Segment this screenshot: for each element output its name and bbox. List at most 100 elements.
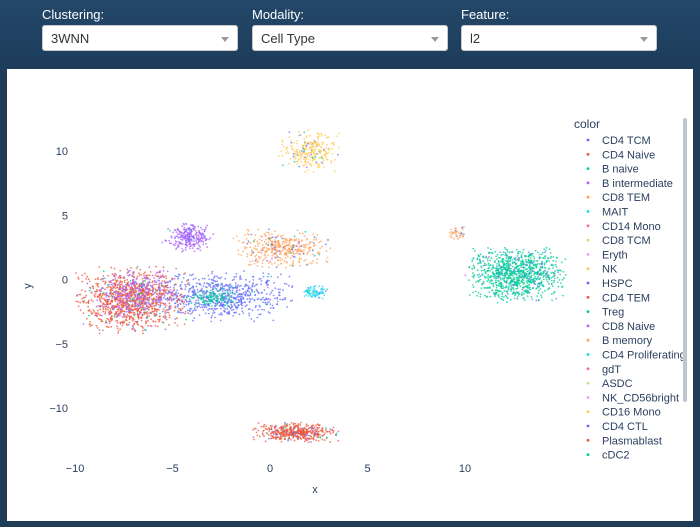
scatter-point [208, 291, 211, 294]
scatter-point [183, 323, 186, 326]
scatter-point [127, 315, 129, 317]
legend-item[interactable]: Treg [586, 307, 625, 319]
scatter-point [270, 434, 273, 437]
scatter-point [167, 309, 169, 311]
legend-item[interactable]: CD4 CTL [586, 421, 648, 433]
scatter-point [171, 277, 174, 280]
legend-item[interactable]: CD4 TEM [586, 292, 650, 304]
scatter-point [538, 257, 541, 260]
scatter-point [179, 303, 182, 305]
legend-marker [586, 324, 590, 328]
legend-item[interactable]: CD4 TCM [586, 135, 651, 147]
scatter-point [275, 266, 278, 269]
legend-item[interactable]: HSPC [586, 278, 633, 290]
modality-dropdown[interactable]: Cell Type [252, 25, 448, 51]
scatter-point [453, 237, 455, 240]
x-tick-label: 0 [267, 463, 273, 475]
x-tick-label: 10 [459, 463, 471, 475]
scatter-point [143, 284, 145, 286]
scatter-point [139, 311, 142, 313]
scatter-point [115, 281, 118, 284]
scatter-point [257, 251, 259, 254]
scatter-point [96, 296, 99, 299]
clustering-dropdown[interactable]: 3WNN [42, 25, 238, 51]
scatter-point [481, 274, 484, 276]
scatter-point [281, 243, 284, 245]
legend-label: CD8 Naive [602, 321, 655, 333]
legend-item[interactable]: Eryth [586, 249, 628, 261]
scatter-point [193, 244, 195, 247]
legend-item[interactable]: cDC2 [586, 450, 630, 462]
scatter-point [135, 290, 138, 292]
scatter-point [94, 290, 96, 293]
scatter-point [544, 251, 546, 254]
scatter-point [107, 294, 109, 297]
scatter-point [173, 302, 176, 305]
scatter-point [200, 233, 203, 236]
scatter-point [233, 293, 236, 296]
scatter-point [478, 279, 481, 282]
legend-item[interactable]: B naive [586, 164, 639, 176]
scatter-point [265, 250, 268, 252]
scatter-point [479, 295, 482, 298]
scatter-point [471, 260, 473, 262]
scatter-point [311, 262, 313, 265]
scatter-point [210, 300, 213, 303]
legend-item[interactable]: B intermediate [586, 178, 673, 190]
scatter-point [336, 135, 339, 138]
scatter-point [501, 266, 503, 269]
legend-item[interactable]: ASDC [586, 378, 633, 390]
scatter-point [123, 281, 126, 284]
scatter-point [549, 252, 552, 254]
legend-item[interactable]: CD4 Naive [586, 149, 656, 161]
legend-item[interactable]: CD4 Proliferating [586, 350, 686, 362]
scatter-point [119, 269, 122, 272]
legend-scrollbar[interactable] [683, 118, 687, 402]
scatter-point [208, 300, 211, 302]
scatter-point [114, 278, 117, 280]
scatter-point [137, 318, 140, 320]
scatter-point [141, 277, 144, 280]
scatter-point [109, 286, 112, 288]
scatter-point [499, 251, 502, 254]
scatter-point [98, 318, 100, 320]
scatter-point [177, 273, 180, 276]
scatter-point [306, 434, 308, 437]
legend-item[interactable]: NK_CD56bright [586, 392, 679, 404]
scatter-point [130, 295, 133, 298]
scatter-point [232, 308, 235, 311]
scatter-point [197, 243, 199, 245]
scatter-point [141, 329, 144, 332]
scatter-point [151, 284, 154, 287]
scatter-point [550, 255, 553, 258]
legend-item[interactable]: CD8 Naive [586, 321, 656, 333]
scatter-point [155, 314, 158, 316]
scatter-point [533, 277, 535, 280]
legend-item[interactable]: MAIT [586, 207, 629, 219]
legend-item[interactable]: CD16 Mono [586, 407, 661, 419]
legend-item[interactable]: CD8 TCM [586, 235, 651, 247]
scatter-point [146, 299, 149, 302]
scatter-point [538, 253, 541, 256]
legend-item[interactable]: CD14 Mono [586, 221, 661, 233]
legend-item[interactable]: Plasmablast [586, 435, 662, 447]
scatter-point [316, 432, 319, 435]
scatter-point [315, 294, 318, 297]
legend-item[interactable]: B memory [586, 335, 653, 347]
scatter-point [285, 152, 287, 155]
scatter-point [78, 293, 81, 296]
feature-dropdown[interactable]: l2 [461, 25, 657, 51]
legend-item[interactable]: gdT [586, 364, 622, 376]
scatter-point [310, 163, 312, 166]
scatter-point [331, 147, 333, 150]
scatter-point [101, 294, 104, 296]
scatter-point [461, 226, 464, 229]
legend-item[interactable]: NK [586, 264, 618, 276]
legend-item[interactable]: CD8 TEM [586, 192, 650, 204]
scatter-point [534, 249, 537, 252]
scatter-point [471, 267, 474, 270]
scatter-point [163, 294, 166, 297]
scatter-point [91, 285, 94, 288]
scatter-point [490, 282, 493, 285]
